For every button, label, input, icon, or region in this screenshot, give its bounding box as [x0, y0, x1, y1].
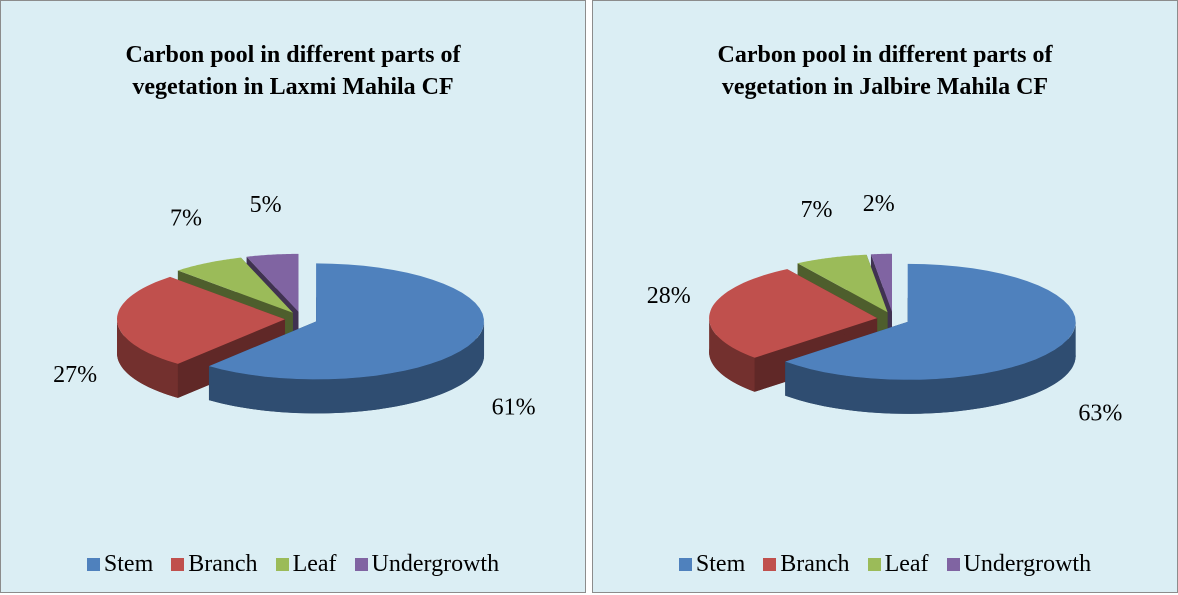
pie-slice — [209, 263, 484, 380]
legend-swatch — [867, 558, 881, 571]
chart-panel: 61% 27% 7% 5% Carbon pool in different part… — [0, 0, 586, 593]
pie-area: 63% 28% 7% 2% — [647, 191, 1123, 427]
pie-slice-wall — [709, 318, 755, 392]
pie-slice-wall — [785, 321, 1076, 414]
legend-item: Branch — [763, 551, 850, 578]
legend-label: Stem — [695, 551, 746, 577]
data-label: 63% — [1078, 401, 1122, 427]
chart-title: Carbon pool in different parts of vegeta… — [717, 42, 1053, 100]
legend-label: Branch — [780, 551, 850, 577]
legend-swatch — [946, 558, 960, 571]
pie-slice — [709, 269, 878, 358]
data-label: 7% — [170, 205, 202, 231]
legend: Stem Branch Leaf Undergrowth — [593, 551, 1177, 578]
legend-label: Leaf — [884, 551, 929, 577]
pie-slice — [177, 257, 293, 313]
legend: Stem Branch Leaf Undergrowth — [1, 551, 585, 578]
legend-swatch — [86, 558, 100, 571]
data-label: 5% — [250, 192, 282, 218]
legend-swatch — [275, 558, 289, 571]
legend-swatch — [171, 558, 185, 571]
legend-swatch — [354, 558, 368, 571]
legend-swatch — [763, 558, 777, 571]
legend-item: Stem — [678, 551, 746, 578]
legend-label: Leaf — [292, 551, 337, 577]
legend-label: Undergrowth — [963, 551, 1092, 577]
legend-item: Branch — [171, 551, 258, 578]
legend-item: Stem — [86, 551, 154, 578]
legend-label: Stem — [103, 551, 154, 577]
data-label: 28% — [647, 283, 691, 309]
chart-title: Carbon pool in different parts of vegeta… — [125, 42, 461, 100]
legend-item: Undergrowth — [946, 551, 1092, 578]
pie-slice — [117, 276, 286, 364]
legend-label: Undergrowth — [371, 551, 500, 577]
data-label: 61% — [492, 394, 536, 420]
pie-slice — [870, 253, 892, 312]
legend-label: Branch — [188, 551, 258, 577]
data-label: 2% — [863, 191, 895, 217]
legend-item: Undergrowth — [354, 551, 500, 578]
legend-item: Leaf — [867, 551, 929, 578]
pie-slice — [246, 253, 299, 312]
pie-slice-wall — [208, 321, 485, 414]
data-label: 27% — [53, 362, 97, 388]
chart-panel: 63% 28% 7% 2% Carbon pool in different part… — [592, 0, 1178, 593]
pie-slice — [785, 263, 1076, 380]
pie-slice-wall — [117, 319, 178, 398]
legend-item: Leaf — [275, 551, 337, 578]
legend-swatch — [678, 558, 692, 571]
pie-area: 61% 27% 7% 5% — [53, 192, 536, 420]
data-label: 7% — [800, 197, 832, 223]
pie-slice — [797, 254, 888, 313]
